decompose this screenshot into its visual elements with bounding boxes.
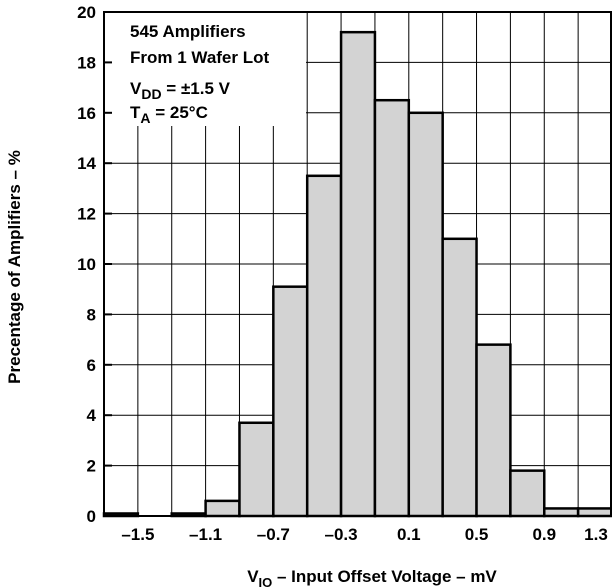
histogram-bar [339,30,377,518]
histogram-bar [475,343,512,518]
x-tick-label: 0.5 [465,525,489,544]
histogram-bar [204,499,241,518]
histogram-bar [576,507,612,518]
annotation-line-1: 545 Amplifiers [130,22,246,41]
x-axis-title: VIO – Input Offset Voltage – mV [247,567,497,587]
histogram-bar [509,469,546,518]
y-tick-label: 4 [87,406,97,425]
histogram-bars [102,30,612,518]
x-tick-label: –0.3 [325,525,358,544]
x-tick-label: 0.1 [397,525,421,544]
y-tick-label: 10 [77,255,96,274]
histogram-bar [543,507,580,518]
x-tick-label: 1.3 [584,525,608,544]
y-tick-label: 20 [77,3,96,22]
y-tick-label: 8 [87,305,96,324]
y-tick-labels: 0 2 4 6 8 10 12 14 16 18 20 [77,3,96,526]
histogram-bar [238,421,275,518]
x-tick-label: –1.5 [121,525,154,544]
x-axis-title-rest: – Input Offset Voltage – mV [272,567,497,586]
x-tick-label: –1.1 [189,525,222,544]
histogram-bar [373,98,411,518]
annotation-line-4-main: T [130,103,141,122]
annotation-line-3-rest: = ±1.5 V [162,79,231,98]
annotation-line-4-sub: A [140,110,150,126]
y-axis-title: Precentage of Amplifiers – % [5,150,24,384]
y-tick-label: 14 [77,154,96,173]
annotation-line-3-sub: DD [141,86,161,102]
x-tick-labels: –1.5 –1.1 –0.7 –0.3 0.1 0.5 0.9 1.3 [121,525,608,544]
y-tick-label: 16 [77,104,96,123]
plot-frame [103,11,612,517]
y-tick-label: 12 [77,205,96,224]
annotation-background [106,13,306,126]
annotation-box: 545 Amplifiers From 1 Wafer Lot VDD = ±1… [130,22,269,126]
x-axis-title-main: V [247,567,259,586]
y-tick-label: 0 [87,507,96,526]
annotation-line-4: TA = 25°C [130,103,208,126]
annotation-line-3-main: V [130,79,142,98]
y-tick-label: 18 [77,53,96,72]
histogram-bar [407,111,444,518]
histogram-bar [272,285,309,518]
x-tick-label: 0.9 [532,525,556,544]
annotation-line-4-rest: = 25°C [151,103,208,122]
y-tick-label: 2 [87,457,96,476]
histogram-bar [305,174,343,518]
annotation-line-3: VDD = ±1.5 V [130,79,231,102]
histogram-bar [441,237,478,518]
annotation-line-2: From 1 Wafer Lot [130,48,269,67]
y-tick-label: 6 [87,356,96,375]
x-axis-title-sub: IO [259,575,273,587]
x-tick-label: –0.7 [257,525,290,544]
